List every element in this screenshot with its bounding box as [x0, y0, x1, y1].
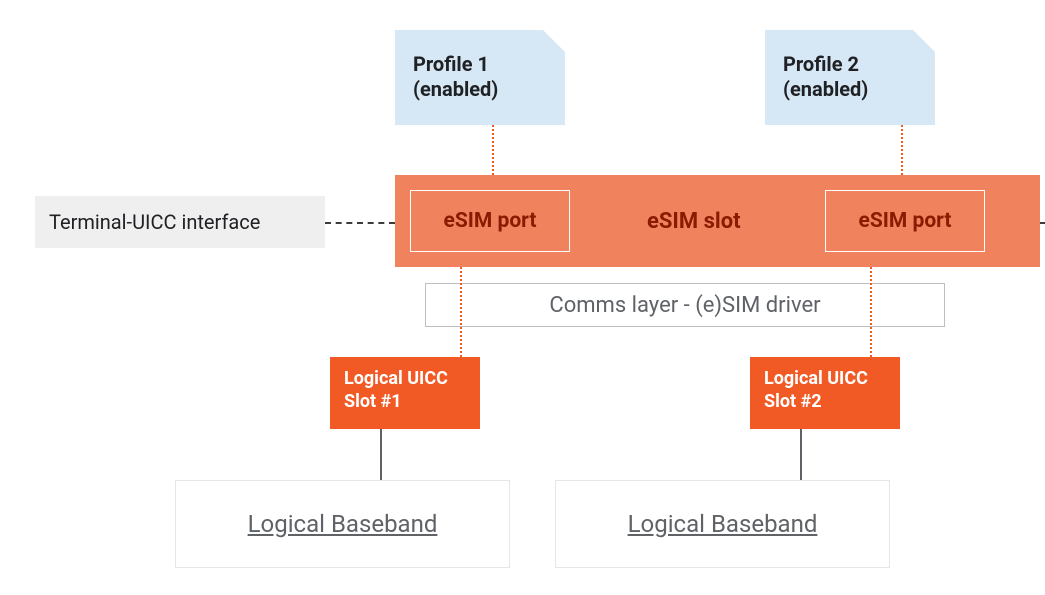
- connector-profile1-to-port: [492, 125, 494, 175]
- comms-layer-box: Comms layer - (e)SIM driver: [425, 283, 945, 327]
- logical-baseband-1-box: Logical Baseband: [175, 480, 510, 568]
- profile-2-card: Profile 2 (enabled): [765, 30, 935, 125]
- esim-slot-label: eSIM slot: [647, 209, 741, 234]
- esim-port-1: eSIM port: [410, 190, 570, 252]
- terminal-uicc-interface-box: Terminal-UICC interface: [35, 196, 325, 248]
- profile-2-title: Profile 2: [783, 52, 859, 76]
- profile-1-card: Profile 1 (enabled): [395, 30, 565, 125]
- connector-port1-to-uicc1: [460, 267, 462, 357]
- uicc2-line2: Slot #2: [764, 391, 822, 412]
- profile-1-status: (enabled): [413, 77, 498, 101]
- profile-1-title: Profile 1: [413, 52, 489, 76]
- comms-layer-label: Comms layer - (e)SIM driver: [549, 293, 820, 318]
- esim-port-1-label: eSIM port: [444, 209, 537, 233]
- connector-profile2-to-port: [901, 125, 903, 175]
- logical-uicc-slot-2-box: Logical UICC Slot #2: [750, 357, 900, 429]
- connector-uicc2-to-baseband2: [800, 429, 802, 480]
- uicc1-line2: Slot #1: [344, 391, 402, 412]
- connector-terminal-to-slot: [325, 222, 395, 224]
- uicc2-line1: Logical UICC: [764, 368, 868, 389]
- dogear-icon: [543, 30, 565, 52]
- esim-slot-box: eSIM port eSIM slot eSIM port: [395, 175, 1040, 267]
- profile-2-status: (enabled): [783, 77, 868, 101]
- logical-baseband-2-box: Logical Baseband: [555, 480, 890, 568]
- profile-1-text: Profile 1 (enabled): [413, 52, 498, 102]
- profile-2-text: Profile 2 (enabled): [783, 52, 868, 102]
- connector-uicc1-to-baseband1: [380, 429, 382, 480]
- logical-uicc-slot-1-box: Logical UICC Slot #1: [330, 357, 480, 429]
- connector-port2-to-uicc2: [870, 267, 872, 357]
- terminal-uicc-label: Terminal-UICC interface: [49, 210, 260, 234]
- uicc1-line1: Logical UICC: [344, 368, 448, 389]
- baseband2-label: Logical Baseband: [628, 510, 818, 538]
- esim-port-2: eSIM port: [825, 190, 985, 252]
- connector-slot-right-edge: [1040, 222, 1045, 224]
- baseband1-label: Logical Baseband: [248, 510, 438, 538]
- dogear-icon: [913, 30, 935, 52]
- esim-port-2-label: eSIM port: [859, 209, 952, 233]
